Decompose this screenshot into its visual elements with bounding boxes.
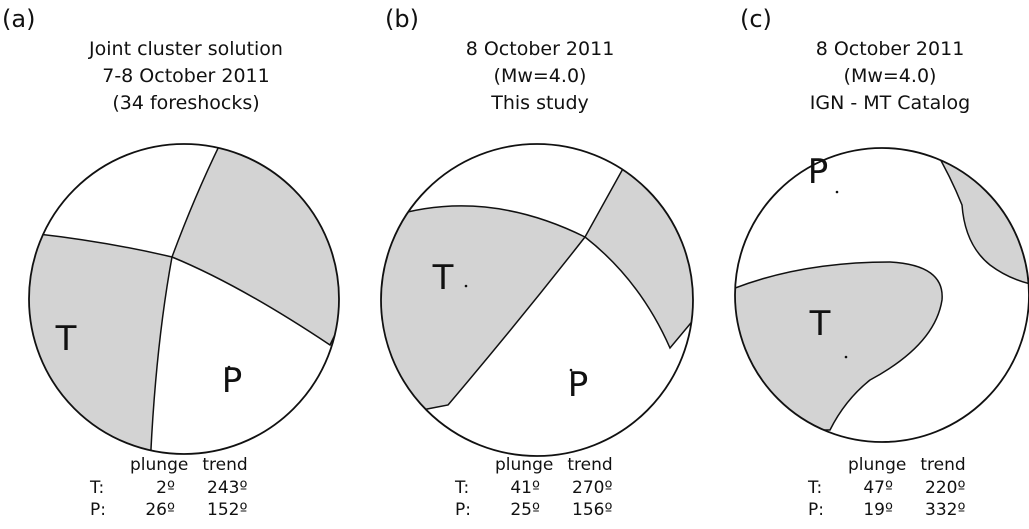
axis-marker: T: [809, 304, 831, 344]
axis-marker: T: [55, 319, 77, 359]
panel-label: (a): [2, 5, 35, 33]
panel-title: Joint cluster solution: [88, 38, 283, 60]
table-cell: 41º: [510, 478, 540, 498]
table-cell: 332º: [925, 500, 965, 520]
axis-marker: P: [808, 152, 829, 192]
panel-title: 8 October 2011: [816, 38, 965, 60]
beachball-b: [381, 159, 693, 421]
axis-marker: T: [432, 258, 454, 298]
table-header: plunge: [495, 455, 553, 475]
table-cell: 220º: [925, 478, 965, 498]
table-cell: 25º: [510, 500, 540, 520]
circle: [380, 143, 694, 457]
table-cell: 152º: [207, 500, 247, 520]
panel-title: IGN - MT Catalog: [810, 92, 970, 114]
table-header: plunge: [848, 455, 906, 475]
axis-dot: [227, 365, 231, 369]
table-cell: P:: [455, 500, 471, 520]
table-cell: 26º: [145, 500, 175, 520]
axis-marker: P: [222, 361, 243, 401]
table-cell: 156º: [572, 500, 612, 520]
table-cell: T:: [89, 478, 104, 498]
axis-dot: [835, 190, 839, 194]
table-cell: T:: [454, 478, 469, 498]
table-cell: P:: [808, 500, 824, 520]
beachball-a: [29, 144, 339, 454]
table-cell: P:: [90, 500, 106, 520]
table-header: trend: [920, 455, 965, 475]
panel-title: This study: [490, 92, 589, 114]
panel-title: 7-8 October 2011: [102, 65, 270, 87]
table-cell: 270º: [572, 478, 612, 498]
circle: [28, 143, 340, 455]
table-header: plunge: [130, 455, 188, 475]
axis-dot: [464, 284, 468, 288]
axis-dot: [569, 368, 573, 372]
panel-title: (34 foreshocks): [112, 92, 259, 114]
table-cell: 47º: [863, 478, 893, 498]
table-cell: 19º: [863, 500, 893, 520]
table-header: trend: [567, 455, 612, 475]
panel-title: (Mw=4.0): [494, 65, 587, 87]
table-cell: 243º: [207, 478, 247, 498]
panel-title: (Mw=4.0): [844, 65, 937, 87]
table-header: trend: [202, 455, 247, 475]
panel-title: 8 October 2011: [466, 38, 615, 60]
axis-dot: [844, 355, 848, 359]
circle: [734, 147, 1029, 443]
panel-label: (b): [385, 5, 419, 33]
table-cell: 2º: [156, 478, 175, 498]
table-cell: T:: [807, 478, 822, 498]
axis-marker: P: [568, 365, 589, 405]
panel-label: (c): [740, 5, 772, 33]
